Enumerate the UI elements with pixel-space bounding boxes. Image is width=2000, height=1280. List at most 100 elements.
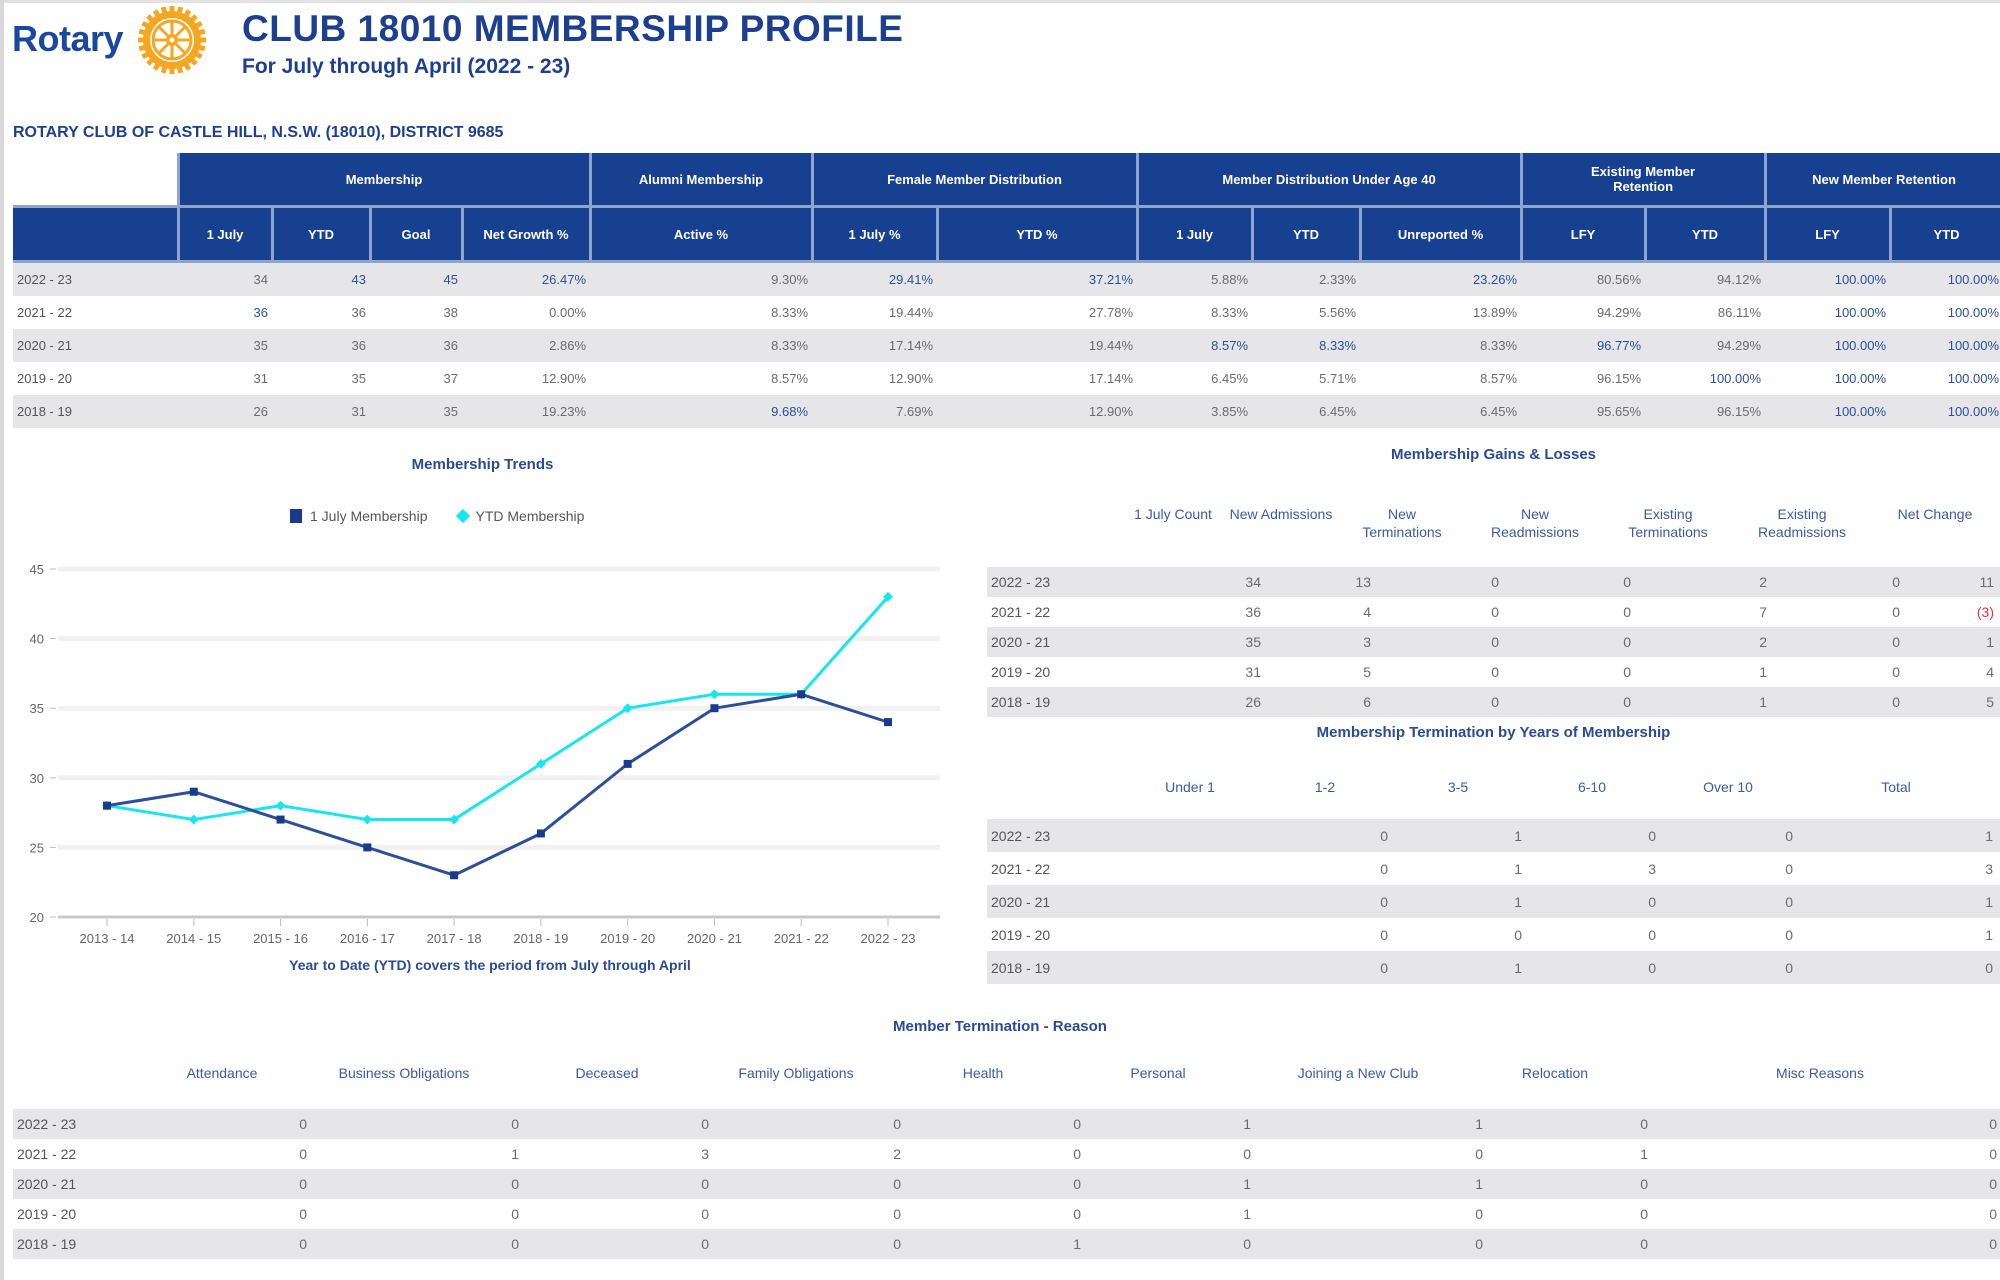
row-year: 2021 - 22 xyxy=(17,1146,77,1162)
column-header-1-july-count: 1 July Count xyxy=(1134,506,1212,522)
series-ytd-point xyxy=(362,814,373,825)
group-header-existing-retention: Existing Member Retention xyxy=(1519,153,1767,208)
column-header-goal: Goal xyxy=(368,205,464,263)
row-year: 2021 - 22 xyxy=(17,305,72,320)
table-cell: 5 xyxy=(1363,664,1371,680)
table-cell: 0 xyxy=(1259,819,1394,852)
column-header-3-5: 3-5 xyxy=(1447,779,1469,795)
wheel-tooth xyxy=(138,37,146,43)
table-cell: 0 xyxy=(1640,1206,1648,1222)
table-cell: 12.90% xyxy=(888,371,934,386)
x-tick-label: 2013 - 14 xyxy=(80,931,135,946)
table-cell: 0 xyxy=(1773,567,1906,597)
table-row: 2019 - 20 31 35 37 12.90% 8.57% 12.90% 17.14% 6.… xyxy=(13,362,2000,395)
x-tick-label: 2014 - 15 xyxy=(166,931,221,946)
table-cell: 0 xyxy=(1654,1109,2000,1139)
table-cell: (3) xyxy=(1976,604,1994,620)
table-cell: 0 xyxy=(1489,1229,1654,1259)
table-cell: 0 xyxy=(1892,664,1900,680)
table-cell: 0 xyxy=(1257,1229,1489,1259)
wheel-tooth xyxy=(188,56,198,66)
table-cell: 3 xyxy=(1985,860,1993,877)
x-tick-label: 2020 - 21 xyxy=(687,931,742,946)
table-cell: 4 xyxy=(1363,604,1371,620)
table-cell: 0 xyxy=(1475,1146,1483,1162)
table-cell: 1 xyxy=(1394,819,1528,852)
table-cell: 26 xyxy=(1152,687,1267,717)
column-header-total: Total xyxy=(1881,779,1911,795)
table-row: 2019 - 20000011 xyxy=(987,918,2000,951)
table-cell: 43 xyxy=(272,261,370,296)
table-cell: 2 xyxy=(1637,627,1773,657)
table-cell: 23.26% xyxy=(1360,261,1522,296)
column-header-ytd: YTD xyxy=(1643,205,1767,263)
table-cell: 0 xyxy=(1623,604,1631,620)
table-cell: 0 xyxy=(1489,1109,1654,1139)
table-row: 2020 - 21 0 0 0 0 0 1 1 0 0 xyxy=(13,1169,2000,1199)
table-cell: 1 xyxy=(1514,860,1522,877)
table-cell: 8.57% xyxy=(771,371,809,386)
row-year: 2018 - 19 xyxy=(13,395,178,428)
series-ytd-point xyxy=(449,814,460,825)
wheel-tooth xyxy=(176,64,184,74)
header-year-blank xyxy=(13,205,180,263)
membership-trends-chart: 20 25 30 35 40 45 2013 - 14 2014 - 15 2015 - 16 2… xyxy=(30,562,940,946)
table-cell: 0 xyxy=(1377,687,1505,717)
table-cell: 0 xyxy=(525,1109,715,1139)
wheel-tooth xyxy=(182,9,192,19)
table-cell: 2.33% xyxy=(1252,261,1361,296)
table-cell: 94.29% xyxy=(1645,329,1766,362)
table-row: 2021 - 22 36 36 38 0.00% 8.33% 19.44% 27.78% 8.3… xyxy=(13,296,2000,329)
table-cell: 0 xyxy=(1380,860,1388,877)
rotary-wheel-icon xyxy=(138,6,206,74)
table-row: 2019 - 20 31 5 0 0 1 0 4 xyxy=(987,657,2000,687)
table-cell: 0 xyxy=(1773,627,1906,657)
table-cell: 0 xyxy=(1623,664,1631,680)
legend-marker-ytd xyxy=(455,508,470,524)
table-cell: 0 xyxy=(1989,1146,1997,1162)
table-cell: 100.00% xyxy=(1834,305,1887,320)
column-header-attendance: Attendance xyxy=(186,1065,258,1081)
wheel-tooth xyxy=(198,37,206,43)
table-cell: 1 xyxy=(1394,951,1528,984)
table-cell: 0 xyxy=(1648,926,1656,943)
y-tick-label: 40 xyxy=(30,632,44,647)
y-tick-label: 45 xyxy=(30,562,44,577)
table-cell: 0 xyxy=(893,1206,901,1222)
table-cell: 13.89% xyxy=(1472,305,1518,320)
table-cell: 9.30% xyxy=(590,261,813,296)
series-1july-line xyxy=(106,692,889,877)
termination-years-table: 2022 - 230100122021 - 220130372020 - 210… xyxy=(987,819,2000,984)
table-cell: 2 xyxy=(893,1146,901,1162)
table-cell: 0 xyxy=(907,1169,1087,1199)
table-cell: 35 xyxy=(178,329,272,362)
table-cell: 0 xyxy=(1243,1146,1251,1162)
table-cell: 36 xyxy=(370,329,462,362)
table-row: 2021 - 22 0 1 3 2 0 0 0 1 0 xyxy=(13,1139,2000,1169)
table-cell: 8.57% xyxy=(1137,329,1253,362)
row-year: 2018 - 19 xyxy=(13,1229,173,1259)
column-header-ytd: YTD xyxy=(1888,205,2000,263)
table-cell: 2.86% xyxy=(462,329,591,362)
row-year: 2022 - 23 xyxy=(987,567,1152,597)
wheel-tooth xyxy=(138,28,148,36)
table-cell: 7 xyxy=(1759,604,1767,620)
table-cell: 0 xyxy=(1662,819,1799,852)
series-1july-point xyxy=(623,759,632,768)
table-cell: 0 xyxy=(1491,664,1499,680)
table-cell: 0 xyxy=(1528,951,1662,984)
row-year: 2018 - 19 xyxy=(987,687,1152,717)
table-cell: 6 xyxy=(1267,687,1377,717)
series-ytd-point xyxy=(709,689,720,700)
table-cell: 0 xyxy=(1528,885,1662,918)
table-cell: 36 xyxy=(351,305,366,320)
table-cell: 19.23% xyxy=(462,395,591,428)
table-cell: 80.56% xyxy=(1521,261,1646,296)
column-header-1-july: 1 July xyxy=(1135,205,1254,263)
table-cell: 4 xyxy=(1986,664,1994,680)
y-tick-label: 35 xyxy=(30,701,44,716)
table-cell: 0 xyxy=(1073,1206,1081,1222)
table-cell: 27.78% xyxy=(1088,305,1134,320)
table-row: 2018 - 19 26 6 0 0 1 0 5 xyxy=(987,687,2000,717)
